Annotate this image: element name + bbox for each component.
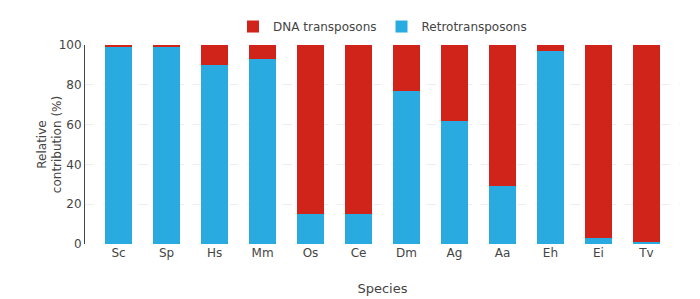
svg-text:Species: Species <box>357 281 407 296</box>
svg-text:Aa: Aa <box>495 246 511 260</box>
svg-text:Relativecontribution (%): Relativecontribution (%) <box>35 96 65 193</box>
svg-text:20: 20 <box>66 197 81 211</box>
svg-text:40: 40 <box>66 158 81 172</box>
svg-text:Mm: Mm <box>252 246 274 260</box>
svg-text:60: 60 <box>66 118 81 132</box>
svg-text:Eh: Eh <box>543 246 558 260</box>
svg-text:0: 0 <box>74 237 82 251</box>
svg-text:Sp: Sp <box>159 246 174 260</box>
svg-text:Tv: Tv <box>638 246 653 260</box>
svg-text:Ei: Ei <box>593 246 604 260</box>
svg-text:DNA transposons: DNA transposons <box>273 20 377 34</box>
svg-text:Os: Os <box>303 246 319 260</box>
svg-text:Ag: Ag <box>447 246 463 260</box>
svg-text:Hs: Hs <box>207 246 222 260</box>
svg-text:Sc: Sc <box>111 246 125 260</box>
svg-text:Dm: Dm <box>396 246 417 260</box>
svg-text:100: 100 <box>59 38 82 52</box>
svg-text:80: 80 <box>66 78 81 92</box>
svg-text:Retrotransposons: Retrotransposons <box>422 20 527 34</box>
svg-text:Ce: Ce <box>351 246 367 260</box>
